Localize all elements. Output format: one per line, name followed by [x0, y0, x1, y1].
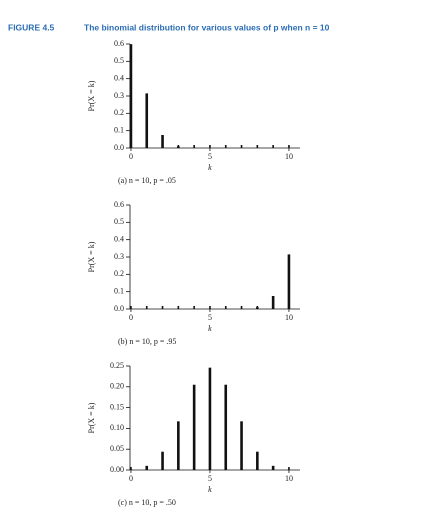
y-tick-label: 0.20 [110, 382, 124, 391]
y-axis-label: Pr(X = k) [87, 80, 96, 111]
x-axis-label: k [208, 485, 212, 494]
x-tick-label: 10 [285, 474, 293, 483]
caption: (a) n = 10, p = .05 [118, 176, 176, 185]
bar [145, 465, 149, 470]
x-tick-label: 5 [208, 313, 212, 322]
caption: (c) n = 10, p = .50 [118, 498, 176, 507]
y-tick-label: 0.5 [114, 56, 124, 65]
bar [240, 421, 243, 470]
bar [256, 307, 259, 309]
bar [271, 465, 275, 470]
bar [177, 421, 180, 470]
x-tick-label: 10 [285, 152, 293, 161]
bar [287, 254, 291, 309]
y-tick-label: 0.3 [114, 91, 124, 100]
y-tick-label: 0.2 [114, 269, 124, 278]
bar [129, 44, 133, 148]
x-axis-label: k [208, 324, 212, 333]
y-axis-label: Pr(X = k) [87, 241, 96, 272]
y-tick-label: 0.2 [114, 108, 124, 117]
y-tick-label: 0.4 [114, 234, 124, 243]
y-tick-label: 0.0 [114, 143, 124, 152]
y-tick-label: 0.6 [114, 200, 124, 209]
x-tick-label: 10 [285, 313, 293, 322]
y-tick-label: 0.15 [110, 402, 124, 411]
y-tick-label: 0.1 [114, 125, 124, 134]
x-tick-label: 0 [129, 313, 133, 322]
bar [256, 451, 259, 470]
caption: (b) n = 10, p = .95 [118, 337, 176, 346]
x-tick-label: 0 [129, 152, 133, 161]
figure-title: The binomial distribution for various va… [84, 22, 330, 32]
bar [161, 135, 164, 148]
y-tick-label: 0.00 [110, 465, 124, 474]
x-tick-label: 5 [208, 474, 212, 483]
bar [208, 367, 212, 470]
x-axis-label: k [208, 163, 212, 172]
y-tick-label: 0.4 [114, 73, 124, 82]
bar [192, 384, 196, 470]
y-tick-label: 0.5 [114, 217, 124, 226]
bar [224, 384, 228, 470]
y-tick-label: 0.6 [114, 39, 124, 48]
y-tick-label: 0.25 [110, 361, 124, 370]
figure-label: FIGURE 4.5 [8, 22, 55, 32]
y-axis-label: Pr(X = k) [87, 402, 96, 433]
bar [145, 93, 149, 148]
bar [177, 146, 180, 148]
y-tick-label: 0.05 [110, 444, 124, 453]
y-tick-label: 0.1 [114, 286, 124, 295]
bar [161, 451, 164, 470]
y-tick-label: 0.0 [114, 304, 124, 313]
x-tick-label: 0 [129, 474, 133, 483]
y-tick-label: 0.10 [110, 423, 124, 432]
x-tick-label: 5 [208, 152, 212, 161]
bar [271, 296, 275, 309]
y-tick-label: 0.3 [114, 252, 124, 261]
